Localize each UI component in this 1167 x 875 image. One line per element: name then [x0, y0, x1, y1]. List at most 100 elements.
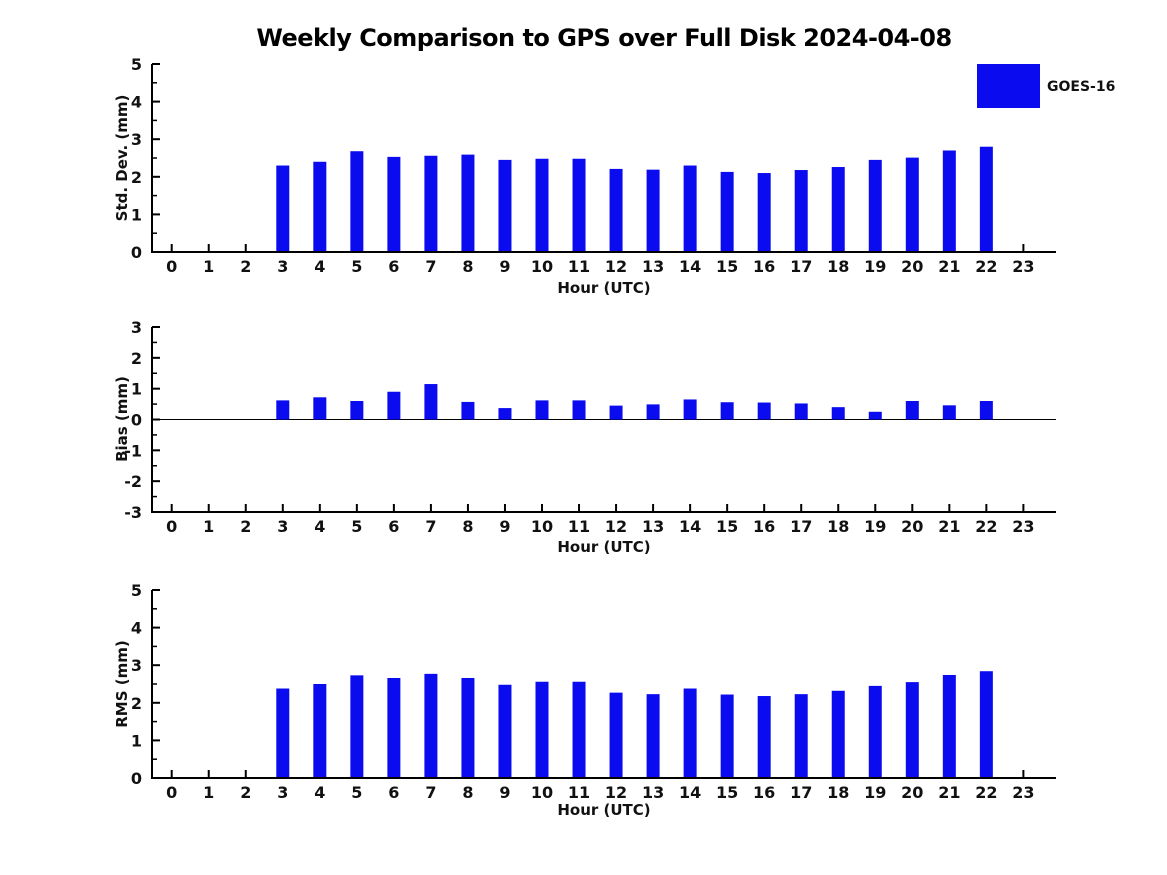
x-tick-label: 20 — [901, 257, 923, 276]
bar-hour-3 — [276, 400, 290, 420]
bar-hour-7 — [424, 155, 438, 252]
x-tick-label: 13 — [642, 517, 664, 536]
bar-hour-4 — [313, 684, 327, 778]
x-axis-label-rms: Hour (UTC) — [557, 801, 651, 819]
x-tick-label: 11 — [568, 257, 590, 276]
x-tick-label: 10 — [531, 257, 553, 276]
bar-hour-9 — [498, 159, 512, 252]
bar-hour-5 — [350, 675, 364, 778]
bar-hour-18 — [831, 407, 845, 420]
bar-hour-13 — [646, 694, 660, 778]
bar-hour-19 — [868, 159, 882, 252]
y-tick-label: 0 — [131, 769, 142, 788]
bar-hour-6 — [387, 391, 401, 420]
bar-hour-17 — [794, 403, 808, 420]
x-tick-label: 14 — [679, 257, 701, 276]
x-tick-label: 2 — [240, 257, 251, 276]
bar-hour-19 — [868, 411, 882, 420]
bar-hour-12 — [609, 405, 623, 420]
y-tick-label: 3 — [131, 656, 142, 675]
y-tick-label: 1 — [131, 731, 142, 750]
bar-hour-6 — [387, 677, 401, 778]
bar-hour-20 — [905, 157, 919, 252]
x-tick-label: 14 — [679, 517, 701, 536]
bar-hour-15 — [720, 171, 734, 252]
bar-hour-13 — [646, 169, 660, 252]
bar-hour-8 — [461, 154, 475, 252]
x-tick-label: 19 — [864, 257, 886, 276]
legend-swatch-goes16 — [977, 64, 1040, 108]
x-tick-label: 1 — [203, 517, 214, 536]
y-tick-label: 5 — [131, 581, 142, 600]
x-tick-label: 23 — [1012, 257, 1034, 276]
x-tick-label: 8 — [462, 257, 473, 276]
x-tick-label: 13 — [642, 783, 664, 802]
x-tick-label: 21 — [938, 783, 960, 802]
bar-hour-3 — [276, 688, 290, 778]
x-tick-label: 22 — [975, 783, 997, 802]
x-tick-label: 3 — [277, 257, 288, 276]
x-tick-label: 14 — [679, 783, 701, 802]
x-tick-label: 16 — [753, 783, 775, 802]
x-tick-label: 0 — [166, 783, 177, 802]
bar-hour-21 — [942, 150, 956, 252]
bar-hour-17 — [794, 170, 808, 252]
bar-hour-22 — [979, 401, 993, 420]
x-tick-label: 19 — [864, 783, 886, 802]
x-tick-label: 23 — [1012, 517, 1034, 536]
bar-hour-13 — [646, 404, 660, 420]
bar-hour-11 — [572, 400, 586, 420]
bar-hour-14 — [683, 688, 697, 778]
x-tick-label: 5 — [351, 517, 362, 536]
y-tick-label: 1 — [131, 205, 142, 224]
x-tick-label: 6 — [388, 517, 399, 536]
x-tick-label: 15 — [716, 517, 738, 536]
bar-hour-16 — [757, 696, 771, 778]
bar-hour-6 — [387, 156, 401, 252]
bar-hour-5 — [350, 151, 364, 252]
bar-hour-17 — [794, 694, 808, 778]
bar-hour-4 — [313, 397, 327, 420]
y-tick-label: 4 — [131, 93, 142, 112]
y-tick-label: 0 — [131, 243, 142, 262]
x-tick-label: 7 — [425, 783, 436, 802]
y-tick-label: -2 — [124, 472, 142, 491]
x-tick-label: 0 — [166, 257, 177, 276]
x-tick-label: 4 — [314, 517, 325, 536]
x-tick-label: 10 — [531, 517, 553, 536]
bar-hour-15 — [720, 694, 734, 778]
x-tick-label: 11 — [568, 783, 590, 802]
x-tick-label: 0 — [166, 517, 177, 536]
y-tick-label: 2 — [131, 694, 142, 713]
x-tick-label: 19 — [864, 517, 886, 536]
x-tick-label: 15 — [716, 783, 738, 802]
x-tick-label: 22 — [975, 517, 997, 536]
x-tick-label: 21 — [938, 517, 960, 536]
x-tick-label: 9 — [499, 783, 510, 802]
x-tick-label: 18 — [827, 783, 849, 802]
y-tick-label: 4 — [131, 619, 142, 638]
x-tick-label: 9 — [499, 517, 510, 536]
bar-hour-7 — [424, 384, 438, 420]
x-tick-label: 2 — [240, 783, 251, 802]
bar-hour-7 — [424, 673, 438, 778]
bar-hour-10 — [535, 681, 549, 778]
x-tick-label: 5 — [351, 257, 362, 276]
x-tick-label: 3 — [277, 517, 288, 536]
bar-hour-5 — [350, 401, 364, 420]
bar-hour-8 — [461, 401, 475, 420]
bar-hour-19 — [868, 685, 882, 778]
bar-hour-14 — [683, 165, 697, 252]
bar-hour-3 — [276, 165, 290, 252]
x-tick-label: 13 — [642, 257, 664, 276]
x-tick-label: 7 — [425, 257, 436, 276]
x-tick-label: 15 — [716, 257, 738, 276]
y-tick-label: 2 — [131, 349, 142, 368]
x-tick-label: 10 — [531, 783, 553, 802]
x-tick-label: 23 — [1012, 783, 1034, 802]
x-tick-label: 22 — [975, 257, 997, 276]
x-tick-label: 11 — [568, 517, 590, 536]
